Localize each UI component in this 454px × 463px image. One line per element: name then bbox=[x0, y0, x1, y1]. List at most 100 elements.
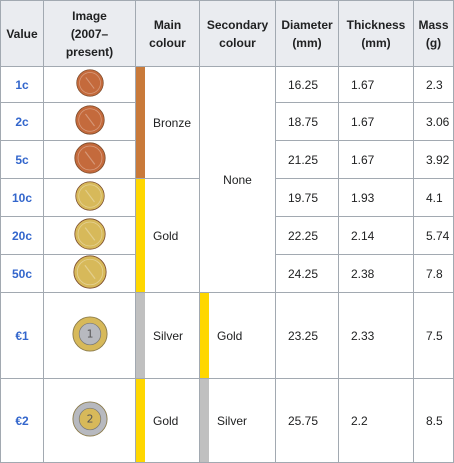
mass-cell: 3.06 bbox=[414, 103, 454, 141]
coin-image-cell bbox=[44, 179, 136, 217]
main-colour-cell: Gold bbox=[136, 179, 200, 293]
svg-text:1: 1 bbox=[86, 328, 93, 341]
value-link[interactable]: 5c bbox=[15, 152, 29, 167]
thickness-cell: 2.33 bbox=[339, 293, 414, 379]
secondary-colour-label: Silver bbox=[217, 413, 248, 428]
header-label: Image (2007– present) bbox=[65, 8, 114, 59]
coin-image-cell bbox=[44, 141, 136, 179]
table-row: 50c 24.25 2.38 7.8 bbox=[0, 255, 454, 293]
thickness-value: 1.93 bbox=[351, 190, 375, 205]
value-link[interactable]: 2c bbox=[15, 114, 29, 129]
secondary-colour-label: None bbox=[223, 172, 252, 187]
diameter-cell: 24.25 bbox=[276, 255, 339, 293]
diameter-value: 23.25 bbox=[288, 328, 319, 343]
coin-icon[interactable] bbox=[74, 105, 105, 138]
value-link[interactable]: €1 bbox=[15, 328, 29, 343]
value-link[interactable]: 10c bbox=[11, 190, 33, 205]
mass-cell: 7.8 bbox=[414, 255, 454, 293]
coin-image-cell: 1 bbox=[44, 293, 136, 379]
value-cell: €1 bbox=[0, 293, 44, 379]
thickness-value: 1.67 bbox=[351, 77, 375, 92]
header-label: Thickness (mm) bbox=[346, 17, 406, 50]
header-secondary-colour[interactable]: Secondary colour bbox=[200, 0, 276, 67]
coin-image-cell bbox=[44, 255, 136, 293]
coin-image-cell bbox=[44, 67, 136, 103]
secondary-colour-none-cell: None bbox=[200, 67, 276, 293]
value-link[interactable]: €2 bbox=[15, 413, 29, 428]
main-colour-swatch bbox=[136, 379, 145, 462]
main-colour-cell: Silver bbox=[136, 293, 200, 379]
main-colour-label: Bronze bbox=[153, 115, 192, 130]
diameter-value: 16.25 bbox=[288, 77, 319, 92]
thickness-cell: 1.67 bbox=[339, 141, 414, 179]
table-row: 20c 22.25 2.14 5.74 bbox=[0, 217, 454, 255]
diameter-value: 22.25 bbox=[288, 228, 319, 243]
diameter-cell: 21.25 bbox=[276, 141, 339, 179]
coin-icon[interactable] bbox=[74, 181, 105, 214]
mass-value: 7.8 bbox=[426, 266, 443, 281]
coin-icon[interactable] bbox=[72, 255, 107, 292]
header-label: Mass (g) bbox=[418, 17, 449, 50]
value-cell: 50c bbox=[0, 255, 44, 293]
coin-image-cell bbox=[44, 103, 136, 141]
coin-icon[interactable] bbox=[73, 218, 106, 253]
main-colour-cell: Bronze bbox=[136, 67, 200, 179]
header-diameter[interactable]: Diameter (mm) bbox=[276, 0, 339, 67]
thickness-cell: 1.67 bbox=[339, 67, 414, 103]
table-row: 5c 21.25 1.67 3.92 bbox=[0, 141, 454, 179]
diameter-cell: 16.25 bbox=[276, 67, 339, 103]
header-thickness[interactable]: Thickness (mm) bbox=[339, 0, 414, 67]
coin-icon[interactable] bbox=[73, 142, 106, 177]
value-cell: 5c bbox=[0, 141, 44, 179]
value-cell: 1c bbox=[0, 67, 44, 103]
diameter-value: 21.25 bbox=[288, 152, 319, 167]
secondary-colour-euro1-cell: Gold bbox=[200, 293, 276, 379]
diameter-cell: 18.75 bbox=[276, 103, 339, 141]
coin-icon[interactable] bbox=[75, 69, 104, 100]
mass-value: 5.74 bbox=[426, 228, 450, 243]
thickness-value: 1.67 bbox=[351, 152, 375, 167]
header-main-colour[interactable]: Main colour bbox=[136, 0, 200, 67]
value-link[interactable]: 1c bbox=[15, 77, 29, 92]
main-colour-label: Gold bbox=[153, 413, 179, 428]
diameter-value: 19.75 bbox=[288, 190, 319, 205]
secondary-colour-swatch bbox=[200, 379, 209, 462]
mass-value: 4.1 bbox=[426, 190, 443, 205]
mass-cell: 8.5 bbox=[414, 379, 454, 463]
diameter-cell: 23.25 bbox=[276, 293, 339, 379]
thickness-cell: 1.67 bbox=[339, 103, 414, 141]
thickness-cell: 1.93 bbox=[339, 179, 414, 217]
thickness-value: 2.38 bbox=[351, 266, 375, 281]
thickness-cell: 2.2 bbox=[339, 379, 414, 463]
thickness-value: 2.2 bbox=[351, 413, 368, 428]
value-cell: €2 bbox=[0, 379, 44, 463]
value-cell: 20c bbox=[0, 217, 44, 255]
thickness-value: 2.14 bbox=[351, 228, 375, 243]
mass-cell: 7.5 bbox=[414, 293, 454, 379]
header-image[interactable]: Image (2007– present) bbox=[44, 0, 136, 67]
header-mass[interactable]: Mass (g) bbox=[414, 0, 454, 67]
main-colour-swatch bbox=[136, 67, 145, 178]
coin-icon[interactable]: 1 bbox=[71, 316, 108, 355]
table-row: 10c 19.75 1.93 4.1 bbox=[0, 179, 454, 217]
diameter-cell: 25.75 bbox=[276, 379, 339, 463]
diameter-value: 24.25 bbox=[288, 266, 319, 281]
value-cell: 10c bbox=[0, 179, 44, 217]
diameter-cell: 22.25 bbox=[276, 217, 339, 255]
thickness-value: 1.67 bbox=[351, 114, 375, 129]
main-colour-label: Silver bbox=[153, 328, 184, 343]
table-row: €1 1 23.25 2.33 7.5 bbox=[0, 293, 454, 379]
value-link[interactable]: 20c bbox=[11, 228, 33, 243]
diameter-value: 25.75 bbox=[288, 413, 319, 428]
header-value[interactable]: Value bbox=[0, 0, 44, 67]
mass-cell: 3.92 bbox=[414, 141, 454, 179]
value-link[interactable]: 50c bbox=[11, 266, 33, 281]
header-label: Diameter (mm) bbox=[281, 17, 333, 50]
secondary-colour-euro2-cell: Silver bbox=[200, 379, 276, 463]
table-row: 2c 18.75 1.67 3.06 bbox=[0, 103, 454, 141]
svg-text:2: 2 bbox=[86, 413, 93, 426]
coin-icon[interactable]: 2 bbox=[71, 401, 108, 440]
main-colour-swatch bbox=[136, 293, 145, 378]
diameter-cell: 19.75 bbox=[276, 179, 339, 217]
